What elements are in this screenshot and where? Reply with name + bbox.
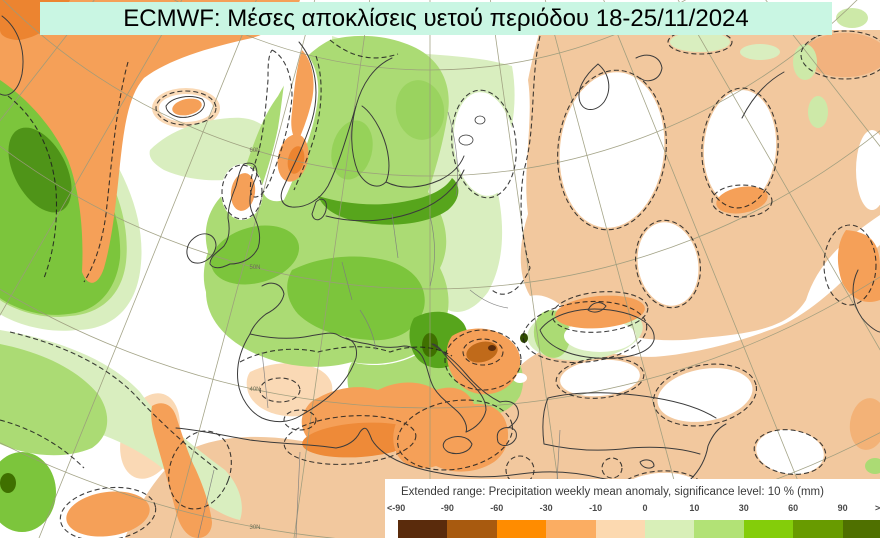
legend-tick-label: -90 [440,503,454,513]
legend-panel: Extended range: Precipitation weekly mea… [385,479,880,538]
lat-label: 50N [249,265,260,271]
legend-color-cell [644,520,695,538]
legend-colorbar [398,520,880,538]
legend-tick-label: > [875,503,880,513]
legend-color-cell [447,520,497,538]
legend-tick-label: 60 [788,503,799,513]
map-title: ECMWF: Μέσες αποκλίσεις υετού περιόδου 1… [123,4,749,32]
legend-tick-label: 90 [837,503,848,513]
legend-tick-label: 30 [738,503,749,513]
title-bar: ECMWF: Μέσες αποκλίσεις υετού περιόδου 1… [40,2,832,35]
legend-tick-label: -10 [589,503,603,513]
legend-tick-label: 10 [689,503,700,513]
legend-color-cell [743,520,794,538]
legend-tick-label: -60 [490,503,504,513]
legend-color-cell [842,520,880,538]
legend-color-cell [546,520,596,538]
legend-ticks: <-90 -90 -60 -30 -10 0 10 30 60 90 > [385,503,880,516]
legend-color-cell [793,520,843,538]
legend-tick-label: -30 [539,503,553,513]
coastlines [0,15,880,484]
legend-color-cell [496,520,547,538]
lat-label: 60N [249,148,260,154]
legend-caption: Extended range: Precipitation weekly mea… [401,486,824,498]
lat-label: 40N [249,387,260,393]
legend-color-cell [694,520,744,538]
legend-color-cell [595,520,645,538]
lat-label: 30N [249,525,260,531]
legend-color-cell [398,520,448,538]
legend-tick-label: 0 [642,503,648,513]
legend-tick-label: <-90 [387,503,406,513]
